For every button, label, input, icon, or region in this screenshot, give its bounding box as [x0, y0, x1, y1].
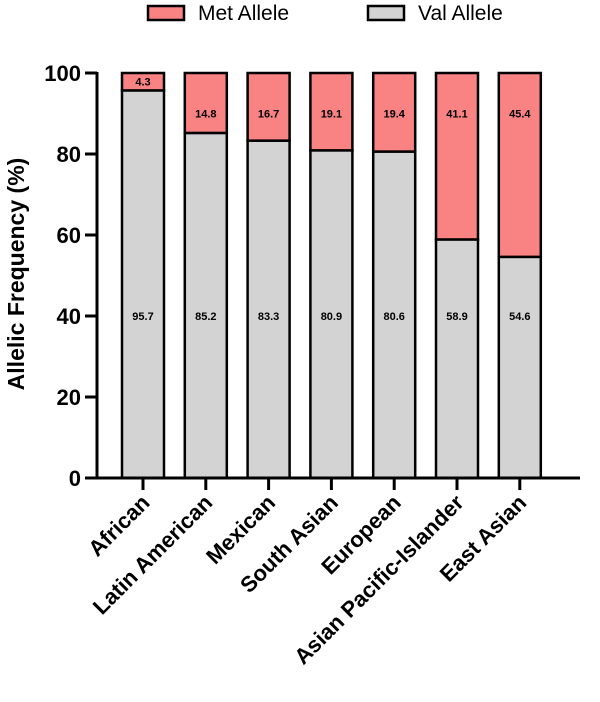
- data-label-met-allele: 19.1: [321, 109, 342, 121]
- data-label-met-allele: 16.7: [258, 109, 279, 121]
- data-label-val-allele: 85.2: [195, 311, 216, 323]
- bar-met-allele: [434, 71, 480, 241]
- y-tick-label: 0: [69, 466, 81, 491]
- bar-group-asian-pacific-islander: 58.9 41.1: [434, 71, 480, 480]
- bar-val-allele: [246, 139, 291, 480]
- data-label-val-allele: 83.3: [258, 311, 279, 323]
- bar-met-allele: [371, 71, 417, 153]
- data-label-val-allele: 58.9: [446, 311, 467, 323]
- data-label-met-allele: 19.4: [383, 109, 405, 121]
- data-label-met-allele: 41.1: [446, 109, 467, 121]
- bar-met-allele: [120, 71, 166, 92]
- legend-swatch-val-allele: [366, 4, 406, 22]
- y-tick-label: 80: [57, 142, 81, 167]
- bar-val-allele: [183, 131, 229, 480]
- bar-met-allele: [246, 71, 291, 142]
- data-label-val-allele: 95.7: [132, 311, 153, 323]
- bar-val-allele: [434, 238, 480, 480]
- data-label-met-allele: 45.4: [509, 109, 531, 121]
- y-axis-title: Allelic Frequency (%): [3, 158, 29, 391]
- bars: 95.7 4.3 85.2 14.8 83.3 16.7 80.9 19.1 80.6 19.4 5…: [120, 71, 543, 480]
- bar-group-latin-american: 85.2 14.8: [183, 71, 229, 480]
- y-axis: 0 20 40 60 80 100: [44, 61, 99, 491]
- legend: Met Allele Val Allele: [146, 2, 503, 25]
- bar-met-allele: [183, 71, 229, 135]
- y-tick-label: 60: [57, 223, 81, 248]
- data-label-val-allele: 54.6: [509, 311, 530, 323]
- bar-group-south-asian: 80.9 19.1: [309, 71, 354, 480]
- bar-group-african: 95.7 4.3: [120, 71, 166, 480]
- bar-met-allele: [497, 71, 543, 259]
- bar-met-allele: [309, 71, 354, 152]
- bar-group-mexican: 83.3 16.7: [246, 71, 291, 480]
- data-label-val-allele: 80.9: [321, 311, 342, 323]
- y-tick-label: 20: [57, 385, 81, 410]
- legend-label-met-allele: Met Allele: [198, 2, 289, 25]
- bar-group-east-asian: 54.6 45.4: [497, 71, 543, 480]
- data-label-val-allele: 80.6: [383, 311, 404, 323]
- bar-val-allele: [120, 89, 166, 480]
- bar-val-allele: [497, 255, 543, 480]
- legend-label-val-allele: Val Allele: [418, 2, 503, 25]
- bar-group-european: 80.6 19.4: [371, 71, 417, 480]
- y-tick-label: 40: [57, 304, 81, 329]
- legend-swatch-met-allele: [146, 4, 186, 22]
- y-tick-label: 100: [44, 61, 81, 86]
- data-label-met-allele: 4.3: [135, 77, 150, 89]
- data-label-met-allele: 14.8: [195, 109, 216, 121]
